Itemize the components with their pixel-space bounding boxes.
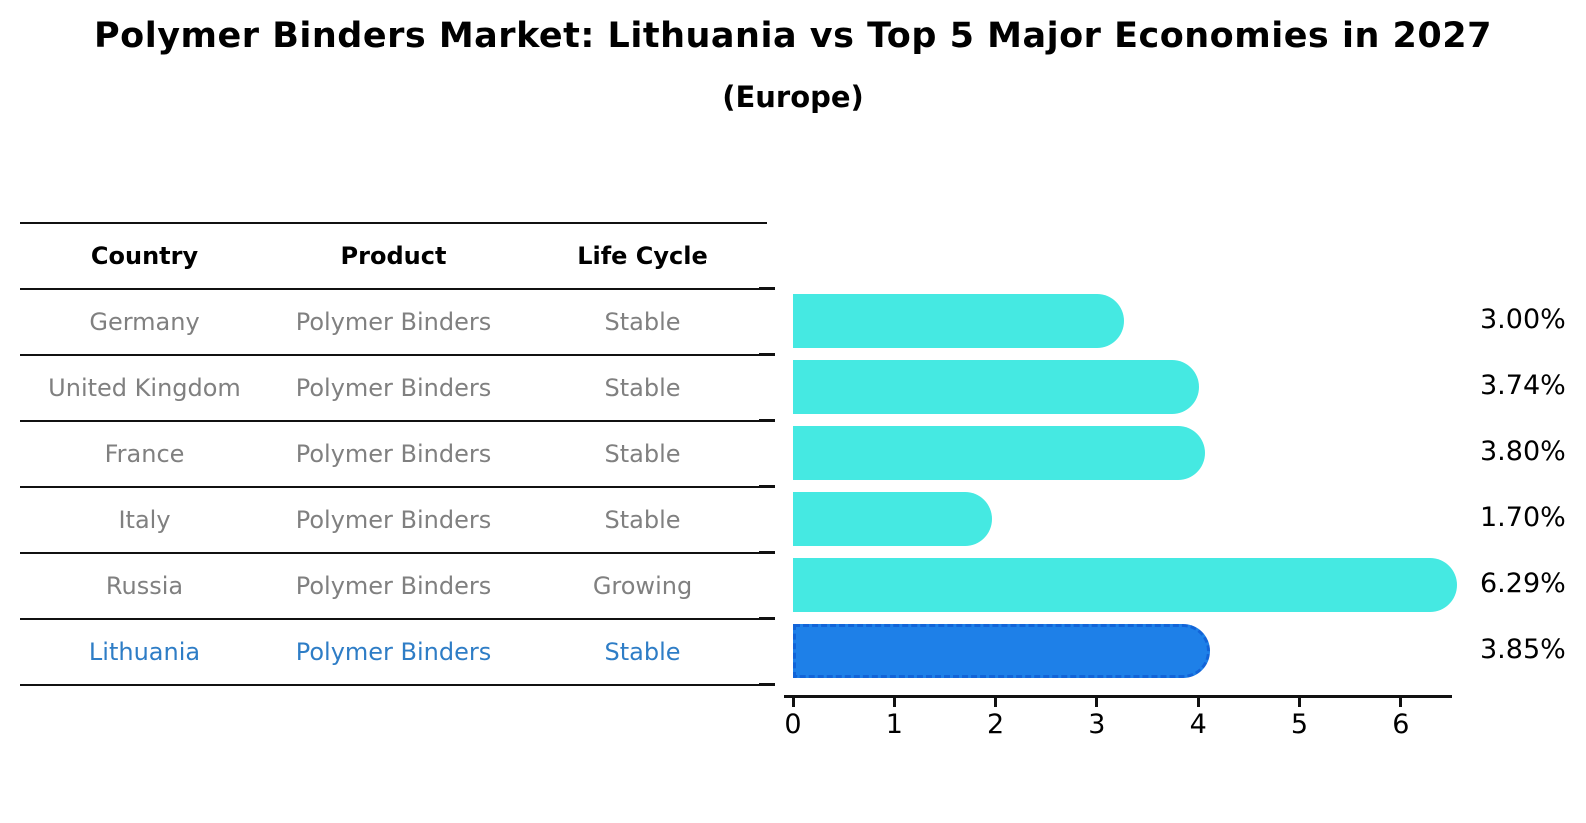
table-row: Germany Polymer Binders Stable [20, 290, 767, 356]
table-row: Italy Polymer Binders Stable [20, 488, 767, 554]
x-tick-label: 4 [1189, 709, 1207, 740]
page-subtitle: (Europe) [722, 80, 864, 114]
cell-country: Lithuania [88, 638, 201, 666]
cell-country: Germany [89, 308, 200, 336]
cell-life-cycle: Stable [604, 440, 681, 468]
bar-value-label: 6.29% [1480, 568, 1566, 599]
cell-life-cycle: Stable [604, 308, 681, 336]
chart-bar-germany [793, 294, 1124, 348]
table-row: Russia Polymer Binders Growing [20, 554, 767, 620]
x-axis-tick [1196, 698, 1200, 707]
bar-value-label: 3.00% [1480, 304, 1566, 335]
x-tick-label: 2 [987, 709, 1005, 740]
cell-country: France [104, 440, 185, 468]
column-header-lifecycle: Life Cycle [577, 242, 708, 270]
x-axis-tick [1298, 698, 1301, 707]
bar-value-label: 1.70% [1480, 502, 1566, 533]
cell-product: Polymer Binders [295, 374, 492, 402]
x-axis-tick [791, 698, 795, 707]
x-tick-label: 6 [1392, 709, 1410, 740]
cell-product: Polymer Binders [295, 638, 492, 666]
column-header-country: Country [90, 242, 199, 270]
x-tick-label: 5 [1290, 709, 1309, 740]
cell-life-cycle: Stable [604, 638, 681, 666]
x-axis [784, 695, 1452, 698]
cell-product: Polymer Binders [295, 440, 492, 468]
column-header-product: Product [340, 242, 447, 270]
chart-bar-italy [793, 492, 993, 546]
table-row: United Kingdom Polymer Binders Stable [20, 356, 767, 422]
bar-value-label: 3.74% [1480, 370, 1566, 401]
bar-value-label: 3.85% [1480, 634, 1566, 665]
page-title: Polymer Binders Market: Lithuania vs Top… [94, 16, 1492, 56]
x-tick-label: 0 [784, 709, 802, 740]
table-header-row: Country Product Life Cycle [20, 224, 767, 290]
x-axis-tick [994, 698, 998, 707]
table-row: Lithuania Polymer Binders Stable [20, 620, 767, 686]
chart-bar-united-kingdom [793, 360, 1199, 414]
x-tick-label: 3 [1088, 709, 1106, 740]
cell-product: Polymer Binders [295, 506, 492, 534]
cell-life-cycle: Growing [592, 572, 693, 600]
x-tick-label: 1 [885, 709, 903, 740]
cell-life-cycle: Stable [604, 506, 681, 534]
cell-country: United Kingdom [48, 374, 241, 402]
x-axis-tick [1095, 698, 1099, 707]
chart-bar-russia [793, 558, 1458, 612]
table-body: Germany Polymer Binders Stable United Kingd… [20, 290, 767, 686]
cell-product: Polymer Binders [295, 308, 492, 336]
cell-country: Russia [105, 572, 184, 600]
x-axis-tick [892, 698, 896, 707]
country-comparison-table: Country Product Life Cycle Germany Polyme… [20, 222, 767, 686]
cell-country: Italy [118, 506, 171, 534]
bar-value-label: 3.80% [1480, 436, 1566, 467]
chart-bar-france [793, 426, 1205, 480]
cell-product: Polymer Binders [295, 572, 492, 600]
chart-bar-lithuania [793, 624, 1210, 678]
cell-life-cycle: Stable [604, 374, 681, 402]
table-row: France Polymer Binders Stable [20, 422, 767, 488]
x-axis-tick [1399, 698, 1403, 707]
